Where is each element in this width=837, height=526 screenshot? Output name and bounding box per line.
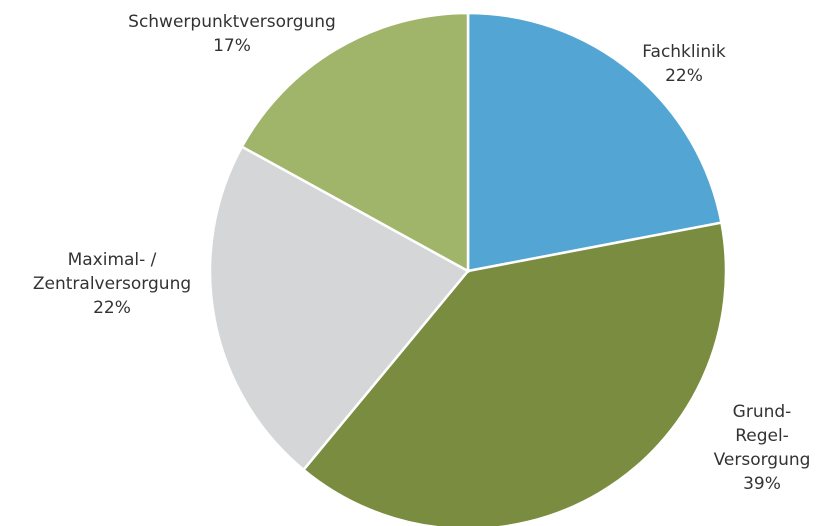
category-label: Schwerpunktversorgung [128,12,336,32]
slice-label: Fachklinik 22% [642,40,725,88]
slice-label: Grund-Regel- Versorgung 39% [714,400,811,496]
category-label: Fachklinik [642,42,726,62]
pie-slice [301,221,728,526]
category-label: Grund-Regel- Versorgung [713,402,811,470]
category-label: Maximal- / Zentralversorgung [32,250,192,294]
value-label: 22% [93,298,131,318]
value-label: 22% [665,66,703,86]
pie-slice [240,11,470,274]
slice-label: Schwerpunktversorgung 17% [128,10,336,58]
value-label: 39% [743,474,781,494]
slice-label: Maximal- / Zentralversorgung 22% [33,248,191,320]
value-label: 17% [213,36,251,56]
pie-slice [208,145,470,472]
pie-slice [466,11,723,273]
